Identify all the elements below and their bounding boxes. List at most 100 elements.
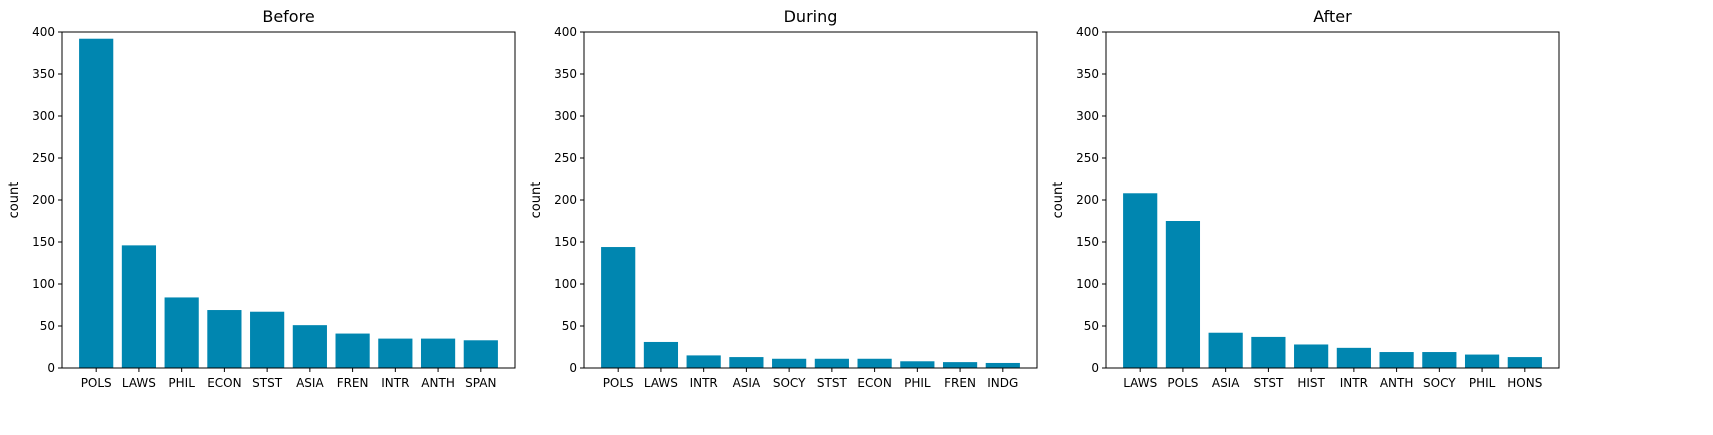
bar-socy [772,358,807,368]
y-tick-label: 350 [1076,67,1099,81]
x-tick-label: POLS [81,376,112,390]
y-tick-label: 100 [554,277,577,291]
y-tick-label: 50 [40,319,55,333]
y-tick-label: 0 [1091,361,1099,375]
y-tick-label: 250 [32,151,55,165]
bar-hist [1294,344,1329,368]
chart-panel-after: After count LAWS POLS ASIA STST HIST INTR ANTH… [1051,7,1560,390]
bar-econ [207,310,242,368]
y-tick-label: 50 [562,319,577,333]
y-axis-label: count [529,182,544,219]
bar-intr [378,338,413,368]
x-tick-label: LAWS [644,376,678,390]
y-tick-label: 150 [32,235,55,249]
bar-stst [1251,336,1286,368]
chart-panel-during: During count POLS LAWS INTR ASIA SOCY STST ECO… [529,7,1038,390]
y-tick-label: 150 [554,235,577,249]
bar-phil [1464,354,1500,368]
bar-laws [1123,193,1158,368]
x-tick-label: SOCY [773,376,806,390]
y-tick-label: 0 [569,361,577,375]
bar-laws [643,341,679,368]
y-tick-label: 200 [554,193,577,207]
x-tick-label: INTR [690,376,718,390]
y-tick-label: 400 [32,25,55,39]
chart-panel-before: Before count POLS LAWS PHIL ECON STST ASIA FRE… [7,7,516,390]
y-tick-label: 100 [1076,277,1099,291]
bar-asia [729,357,764,368]
chart-title: After [1313,7,1352,26]
x-tick-label: HIST [1297,376,1325,390]
bar-intr [686,355,721,368]
x-tick-label: PHIL [1469,376,1496,390]
bar-pols [1165,221,1201,368]
y-tick-label: 50 [1084,319,1099,333]
x-tick-label: FREN [944,376,976,390]
bar-indg [985,362,1020,368]
x-tick-label: PHIL [168,376,195,390]
x-tick-label: LAWS [1123,376,1157,390]
plot-frame [583,31,1038,369]
bar-stst [814,358,849,368]
y-tick-label: 300 [1076,109,1099,123]
x-tick-label: ECON [207,376,241,390]
x-tick-label: FREN [337,376,369,390]
x-tick-label: LAWS [122,376,156,390]
x-tick-label: STST [817,376,848,390]
x-tick-label: ASIA [296,376,324,390]
y-tick-label: 350 [554,67,577,81]
x-tick-label: ANTH [421,376,455,390]
bar-pols [601,247,636,368]
y-tick-label: 400 [1076,25,1099,39]
y-axis-label: count [7,182,22,219]
y-tick-label: 150 [1076,235,1099,249]
y-axis-label: count [1051,182,1066,219]
bar-asia [1208,332,1243,368]
x-tick-label: HONS [1507,376,1542,390]
x-tick-label: INTR [1340,376,1368,390]
bar-fren [942,362,978,368]
y-tick-label: 300 [554,109,577,123]
bar-asia [292,325,327,368]
bar-pols [79,38,114,368]
bar-phil [164,297,199,368]
y-tick-label: 250 [1076,151,1099,165]
plot-frame [1105,31,1560,369]
x-tick-label: SPAN [465,376,496,390]
y-tick-label: 200 [1076,193,1099,207]
y-tick-label: 300 [32,109,55,123]
y-tick-label: 400 [554,25,577,39]
bar-hons [1507,357,1542,368]
bar-econ [857,358,892,368]
bar-anth [1379,352,1414,368]
bar-anth [420,338,456,368]
x-tick-label: POLS [603,376,634,390]
x-tick-label: ANTH [1380,376,1414,390]
x-tick-label: ASIA [1212,376,1240,390]
x-tick-label: PHIL [904,376,931,390]
bar-fren [335,333,370,368]
y-tick-label: 250 [554,151,577,165]
y-tick-label: 100 [32,277,55,291]
bar-socy [1422,352,1457,368]
y-tick-label: 0 [47,361,55,375]
y-tick-label: 350 [32,67,55,81]
plot-frame [61,31,516,369]
x-tick-label: ECON [857,376,891,390]
bar-phil [900,361,935,368]
chart-title: During [784,7,838,26]
bar-laws [121,245,157,368]
x-tick-label: SOCY [1423,376,1456,390]
bar-intr [1336,347,1371,368]
y-tick-label: 200 [32,193,55,207]
x-tick-label: STST [1253,376,1284,390]
x-tick-label: ASIA [733,376,761,390]
bar-span [463,340,498,368]
x-tick-label: STST [252,376,283,390]
chart-title: Before [262,7,314,26]
x-tick-label: INDG [987,376,1018,390]
x-tick-label: POLS [1167,376,1198,390]
bar-stst [250,311,285,368]
x-tick-label: INTR [381,376,409,390]
